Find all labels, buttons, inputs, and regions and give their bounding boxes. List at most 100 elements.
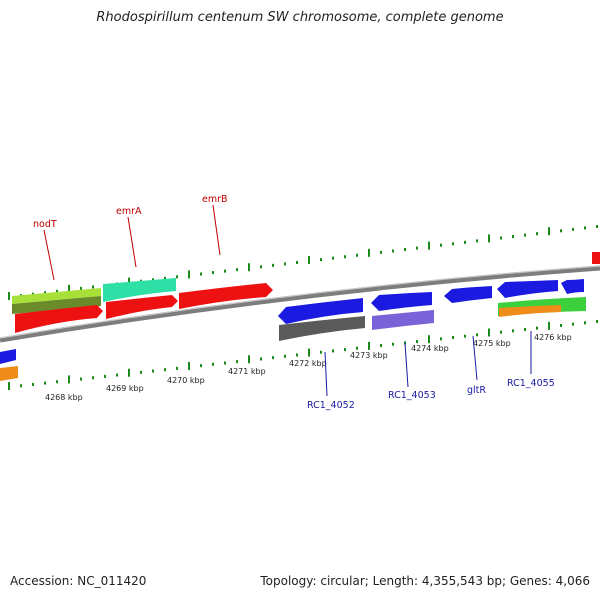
minor-tick (320, 350, 322, 354)
major-tick (368, 248, 370, 257)
scale-label: 4272 kbp (289, 359, 327, 368)
reverse-tick-ring (8, 319, 598, 391)
minor-tick (32, 382, 34, 386)
minor-tick (212, 362, 214, 366)
minor-tick (296, 260, 298, 264)
gene-emrA-cds[interactable] (103, 278, 176, 302)
reverse-genes (0, 279, 586, 381)
minor-tick (140, 370, 142, 374)
gene-emrB-arrow[interactable] (179, 283, 273, 309)
minor-tick (284, 354, 286, 358)
gene-label-nodT[interactable]: nodT (33, 219, 57, 230)
gene-label-RC1_4055[interactable]: RC1_4055 (507, 378, 555, 389)
reverse-gene-labels: RC1_4052 RC1_4053 gltR RC1_4055 (307, 331, 555, 411)
minor-tick (392, 249, 394, 253)
major-tick (248, 263, 250, 272)
minor-tick (524, 327, 526, 331)
minor-tick (164, 276, 166, 280)
minor-tick (464, 334, 466, 338)
minor-tick (92, 376, 94, 380)
minor-tick (80, 286, 82, 290)
gene-label-RC1_4053[interactable]: RC1_4053 (388, 390, 436, 401)
minor-tick (392, 342, 394, 346)
gene-RC1_4053-cds[interactable] (372, 310, 434, 330)
minor-tick (260, 357, 262, 361)
minor-tick (236, 360, 238, 364)
minor-tick (44, 291, 46, 295)
gene-nodT-arrow[interactable] (15, 305, 103, 333)
minor-tick (536, 326, 538, 330)
minor-tick (344, 348, 346, 352)
genome-backbone (0, 265, 600, 343)
minor-tick (416, 246, 418, 250)
gene-edge-left-blue[interactable] (0, 349, 16, 364)
major-tick (308, 256, 310, 265)
gene-RC1_4053-arrow[interactable] (371, 292, 432, 311)
major-tick (428, 335, 430, 344)
gene-label-emrA[interactable]: emrA (116, 206, 142, 217)
scale-label: 4273 kbp (350, 351, 388, 360)
gene-label-gltR[interactable]: gltR (467, 385, 486, 396)
minor-tick (104, 374, 106, 378)
minor-tick (152, 369, 154, 373)
gene-RC1_4055-gene[interactable] (499, 305, 561, 317)
minor-tick (596, 319, 598, 323)
genome-summary-text: Topology: circular; Length: 4,355,543 bp… (260, 574, 590, 588)
minor-tick (560, 323, 562, 327)
minor-tick (572, 227, 574, 231)
gene-nodT-gene[interactable] (12, 296, 101, 314)
minor-tick (500, 330, 502, 334)
gene-label-emrB[interactable]: emrB (202, 194, 228, 205)
major-tick (248, 355, 250, 364)
major-tick (68, 284, 70, 293)
minor-tick (524, 233, 526, 237)
gene-RC1_4052-pseudo[interactable] (279, 316, 365, 341)
minor-tick (176, 366, 178, 370)
gene-edge-left-orange[interactable] (0, 366, 18, 381)
gene-label-RC1_4052[interactable]: RC1_4052 (307, 400, 355, 411)
minor-tick (380, 344, 382, 348)
minor-tick (236, 268, 238, 272)
minor-tick (440, 243, 442, 247)
minor-tick (224, 269, 226, 273)
forward-gene-labels: nodT emrA emrB (33, 194, 228, 281)
minor-tick (200, 272, 202, 276)
scale-label: 4274 kbp (411, 344, 449, 353)
minor-tick (572, 322, 574, 326)
major-tick (548, 227, 550, 236)
gene-emrA-arrow[interactable] (106, 295, 178, 319)
major-tick (8, 292, 10, 301)
scale-label: 4275 kbp (473, 339, 511, 348)
minor-tick (296, 353, 298, 357)
minor-tick (356, 346, 358, 350)
gene-edge-right[interactable] (592, 252, 600, 264)
minor-tick (584, 321, 586, 325)
minor-tick (56, 289, 58, 293)
gene-nodT-cds[interactable] (12, 288, 101, 304)
major-tick (128, 368, 130, 377)
accession-text: Accession: NC_011420 (10, 574, 147, 588)
minor-tick (272, 356, 274, 360)
minor-tick (164, 368, 166, 372)
major-tick (548, 321, 550, 330)
minor-tick (416, 340, 418, 344)
major-tick (68, 375, 70, 384)
minor-tick (272, 263, 274, 267)
minor-tick (560, 229, 562, 233)
scale-label: 4270 kbp (167, 376, 205, 385)
minor-tick (44, 381, 46, 385)
forward-genes (12, 252, 600, 333)
major-tick (488, 234, 490, 243)
minor-tick (20, 384, 22, 388)
minor-tick (152, 278, 154, 282)
minor-tick (452, 336, 454, 340)
map-title: Rhodospirillum centenum SW chromosome, c… (96, 10, 504, 25)
minor-tick (200, 364, 202, 368)
minor-tick (332, 256, 334, 260)
gene-RC1_4052-arrow[interactable] (278, 298, 363, 324)
gene-RC1_4055-arrow[interactable] (497, 280, 558, 298)
gene-gltR-arrow[interactable] (444, 286, 492, 303)
gene-RC1_4056-arrow[interactable] (561, 279, 584, 294)
minor-tick (380, 250, 382, 254)
